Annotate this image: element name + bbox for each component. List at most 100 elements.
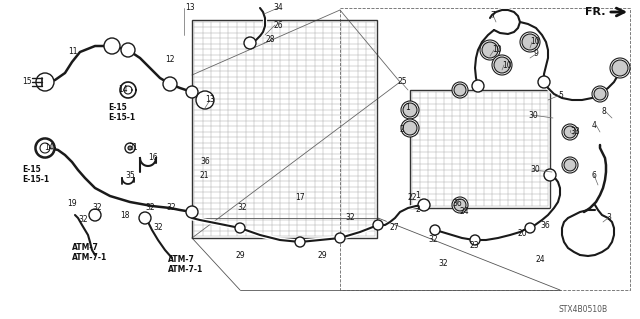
- Text: 32: 32: [166, 203, 175, 211]
- Text: 32: 32: [438, 258, 447, 268]
- Circle shape: [592, 86, 608, 102]
- Circle shape: [403, 103, 417, 117]
- Circle shape: [522, 34, 538, 50]
- Circle shape: [562, 124, 578, 140]
- Circle shape: [612, 60, 628, 76]
- Circle shape: [104, 38, 120, 54]
- Text: 1: 1: [405, 103, 410, 113]
- Circle shape: [564, 159, 576, 171]
- Text: ATM-7-1: ATM-7-1: [72, 254, 108, 263]
- Text: 27: 27: [390, 224, 399, 233]
- Text: 9: 9: [534, 49, 539, 58]
- Text: 10: 10: [502, 61, 511, 70]
- Text: 22: 22: [408, 194, 417, 203]
- Text: 12: 12: [165, 56, 175, 64]
- Circle shape: [544, 169, 556, 181]
- Circle shape: [125, 143, 135, 153]
- Circle shape: [235, 223, 245, 233]
- Circle shape: [373, 220, 383, 230]
- Text: 19: 19: [67, 199, 77, 209]
- Text: 36: 36: [540, 220, 550, 229]
- Circle shape: [594, 88, 606, 100]
- Text: 32: 32: [153, 224, 163, 233]
- Text: 24: 24: [460, 207, 470, 217]
- Circle shape: [452, 82, 468, 98]
- Text: E-15: E-15: [108, 102, 127, 112]
- Circle shape: [538, 76, 550, 88]
- Text: E-15-1: E-15-1: [108, 113, 135, 122]
- Text: 30: 30: [530, 166, 540, 174]
- Text: 30: 30: [528, 110, 538, 120]
- Text: 23: 23: [469, 241, 479, 249]
- Text: 13: 13: [185, 4, 195, 12]
- Text: 14: 14: [44, 144, 54, 152]
- Bar: [410, 90, 550, 208]
- Text: 33: 33: [570, 128, 580, 137]
- Text: 32: 32: [237, 204, 246, 212]
- Circle shape: [418, 199, 430, 211]
- Circle shape: [564, 126, 576, 138]
- Text: E-15-1: E-15-1: [22, 175, 49, 184]
- Text: 6: 6: [592, 170, 597, 180]
- Circle shape: [454, 84, 466, 96]
- Circle shape: [335, 233, 345, 243]
- Text: 5: 5: [558, 91, 563, 100]
- Text: 1: 1: [415, 190, 420, 199]
- Text: 7: 7: [490, 11, 495, 19]
- Circle shape: [430, 225, 440, 235]
- Circle shape: [186, 206, 198, 218]
- Text: 10: 10: [530, 38, 540, 47]
- Circle shape: [452, 197, 468, 213]
- Text: 32: 32: [92, 204, 102, 212]
- Text: 36: 36: [452, 199, 461, 209]
- Circle shape: [525, 223, 535, 233]
- Text: 36: 36: [200, 158, 210, 167]
- Text: 3: 3: [606, 213, 611, 222]
- Bar: [192, 20, 377, 238]
- Circle shape: [401, 101, 419, 119]
- Circle shape: [472, 80, 484, 92]
- Text: 8: 8: [602, 108, 607, 116]
- Text: 16: 16: [148, 153, 157, 162]
- Circle shape: [244, 37, 256, 49]
- Text: 32: 32: [145, 203, 155, 211]
- Text: 2: 2: [400, 125, 404, 135]
- Text: 29: 29: [318, 251, 328, 261]
- Text: 17: 17: [295, 194, 305, 203]
- Circle shape: [186, 86, 198, 98]
- Circle shape: [494, 57, 510, 73]
- Circle shape: [196, 91, 214, 109]
- Text: E-15: E-15: [22, 166, 41, 174]
- Text: 26: 26: [273, 20, 283, 29]
- Circle shape: [36, 73, 54, 91]
- Text: FR.: FR.: [584, 7, 605, 17]
- Text: 32: 32: [78, 216, 88, 225]
- Text: 18: 18: [120, 211, 129, 219]
- Text: ATM-7: ATM-7: [72, 243, 99, 253]
- Circle shape: [520, 32, 540, 52]
- Text: ATM-7: ATM-7: [168, 256, 195, 264]
- Text: 24: 24: [535, 256, 545, 264]
- Text: 13: 13: [205, 95, 214, 105]
- Text: 2: 2: [415, 205, 420, 214]
- Text: 20: 20: [518, 229, 527, 239]
- Circle shape: [470, 235, 480, 245]
- Text: STX4B0510B: STX4B0510B: [559, 306, 608, 315]
- Text: 28: 28: [265, 35, 275, 44]
- Text: 14: 14: [118, 85, 127, 94]
- Circle shape: [121, 43, 135, 57]
- Text: 4: 4: [592, 121, 597, 130]
- Text: 25: 25: [398, 78, 408, 86]
- Circle shape: [139, 212, 151, 224]
- Text: 31: 31: [128, 144, 138, 152]
- Text: ATM-7-1: ATM-7-1: [168, 265, 204, 275]
- Circle shape: [295, 237, 305, 247]
- Circle shape: [36, 139, 54, 157]
- Circle shape: [482, 42, 498, 58]
- Text: 32: 32: [428, 235, 438, 244]
- Circle shape: [401, 119, 419, 137]
- Text: 29: 29: [235, 251, 244, 261]
- Text: 21: 21: [200, 170, 209, 180]
- Text: 32: 32: [345, 213, 355, 222]
- Circle shape: [89, 209, 101, 221]
